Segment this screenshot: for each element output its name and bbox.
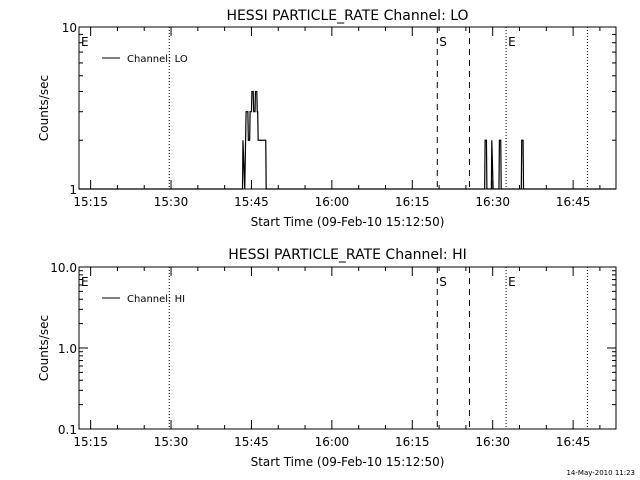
x-tick-label: 16:30 bbox=[475, 435, 510, 449]
x-tick-label: 16:45 bbox=[556, 435, 591, 449]
x-tick-label: 16:00 bbox=[315, 435, 350, 449]
x-tick-label: 16:30 bbox=[475, 195, 510, 209]
y-axis-label: Counts/sec bbox=[37, 315, 51, 381]
y-tick-label: 0.1 bbox=[58, 423, 77, 437]
x-tick-label: 16:45 bbox=[556, 195, 591, 209]
panel-hi: HESSI PARTICLE_RATE Channel: HI 15:15 15:3… bbox=[37, 247, 617, 469]
y-axis-label: Counts/sec bbox=[37, 75, 51, 141]
plot-frame bbox=[78, 26, 617, 190]
x-axis-label: Start Time (09-Feb-10 15:12:50) bbox=[251, 215, 445, 229]
y-tick-label: 10.0 bbox=[50, 261, 77, 275]
event-marker-label: E bbox=[508, 275, 516, 289]
y-tick-label: 10 bbox=[62, 21, 77, 35]
panel-lo: HESSI PARTICLE_RATE Channel: LO 15:15 15:3… bbox=[37, 8, 617, 229]
x-tick-label: 15:30 bbox=[154, 435, 189, 449]
x-tick-label: 15:45 bbox=[234, 435, 269, 449]
series-line bbox=[79, 90, 616, 190]
event-marker-label: S bbox=[439, 35, 447, 49]
x-tick-label: 15:30 bbox=[154, 195, 189, 209]
y-tick-label: 1.0 bbox=[58, 342, 77, 356]
event-marker-label: S bbox=[439, 275, 447, 289]
chart-title: HESSI PARTICLE_RATE Channel: LO bbox=[226, 8, 468, 24]
legend-label: Channel: HI bbox=[127, 294, 185, 305]
event-marker-label: E bbox=[508, 35, 516, 49]
event-marker-label: E bbox=[81, 275, 89, 289]
x-tick-label: 16:15 bbox=[395, 195, 430, 209]
x-tick-label: 16:15 bbox=[395, 435, 430, 449]
x-axis-label: Start Time (09-Feb-10 15:12:50) bbox=[251, 455, 445, 469]
plot-frame bbox=[78, 266, 617, 430]
event-marker-label: E bbox=[81, 35, 89, 49]
footer-timestamp: 14-May-2010 11:23 bbox=[566, 469, 635, 477]
legend-label: Channel: LO bbox=[127, 54, 188, 65]
x-tick-label: 15:45 bbox=[234, 195, 269, 209]
chart-title: HESSI PARTICLE_RATE Channel: HI bbox=[228, 247, 466, 263]
y-tick-label: 1 bbox=[69, 183, 77, 197]
x-tick-label: 15:15 bbox=[73, 435, 108, 449]
x-tick-label: 16:00 bbox=[315, 195, 350, 209]
x-tick-label: 15:15 bbox=[73, 195, 108, 209]
